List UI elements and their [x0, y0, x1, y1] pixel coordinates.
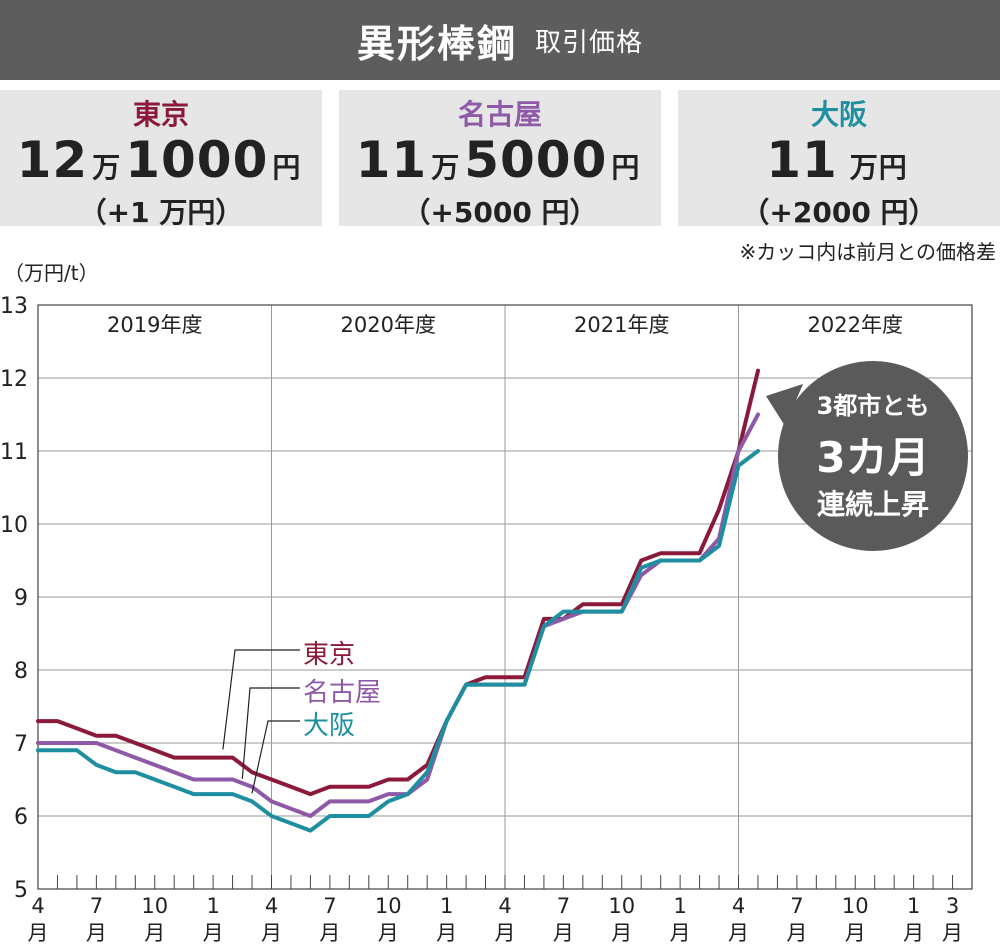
x-tick-label: 4: [31, 894, 44, 918]
x-tick-label: 4: [498, 894, 511, 918]
price-diff: （+5000 円）: [402, 196, 598, 229]
series-line: [36, 449, 760, 833]
x-tick-label: 10: [842, 894, 869, 918]
y-tick-label: 7: [14, 732, 28, 757]
price-value: 12 万1000 円: [0, 134, 322, 194]
annotation-bubble: [778, 361, 968, 551]
x-tick-unit: 月: [786, 921, 807, 945]
x-tick-label: 7: [557, 894, 570, 918]
price-unit: 万円: [849, 151, 908, 184]
price-box-nagoya: 名古屋 11 万5000 円 （+5000 円）: [339, 90, 661, 229]
x-tick-label: 4: [732, 894, 745, 918]
y-tick-label: 12: [0, 367, 28, 392]
x-tick-unit: 月: [261, 921, 282, 945]
series-label: 大阪: [303, 711, 355, 741]
y-tick-label: 10: [0, 513, 28, 538]
price-diff: （+2000 円）: [741, 196, 937, 229]
x-tick-label: 4: [265, 894, 278, 918]
x-tick-unit: 月: [670, 921, 691, 945]
price-diff: （+1 万円）: [78, 196, 244, 229]
price-value: 11 万5000 円: [339, 134, 661, 194]
series-label: 東京: [303, 640, 355, 670]
annotation-line2: 3カ月: [816, 433, 929, 482]
x-tick-unit: 月: [319, 921, 340, 945]
price-main: 11: [766, 131, 838, 189]
x-tick-unit: 月: [86, 921, 107, 945]
price-box-osaka: 大阪 11 万円 （+2000 円）: [678, 90, 1000, 229]
y-tick-label: 5: [14, 878, 28, 903]
annotation-pointer: [766, 384, 803, 426]
x-tick-label: 10: [608, 894, 635, 918]
x-tick-unit: 月: [611, 921, 632, 945]
price-box-tokyo: 東京 12 万1000 円 （+1 万円）: [0, 90, 322, 229]
y-axis-label: （万円/t）: [4, 261, 99, 285]
series-leader-line: [251, 720, 300, 794]
price-main: 11: [355, 131, 428, 189]
annotation-line3: 連続上昇: [817, 488, 929, 521]
series-leader-line: [222, 649, 300, 750]
x-tick-label: 10: [375, 894, 402, 918]
x-tick-unit: 月: [203, 921, 224, 945]
x-tick-label: 1: [673, 894, 686, 918]
x-tick-label: 1: [206, 894, 219, 918]
fiscal-year-label: 2019年度: [107, 313, 202, 337]
annotation-line1: 3都市とも: [817, 392, 930, 420]
chart-subtitle: 取引価格: [535, 27, 644, 58]
x-tick-label: 7: [323, 894, 336, 918]
x-tick-label: 1: [907, 894, 920, 918]
price-rest: 1000: [125, 131, 269, 189]
price-city: 大阪: [810, 98, 867, 131]
series-line: [36, 368, 760, 797]
price-note: ※カッコ内は前月との価格差: [739, 240, 996, 264]
fiscal-year-label: 2021年度: [574, 313, 669, 337]
x-tick-label: 7: [90, 894, 103, 918]
x-tick-unit: 月: [28, 921, 49, 945]
chart-title: 異形棒鋼: [356, 21, 517, 66]
x-tick-label: 10: [141, 894, 168, 918]
price-city: 名古屋: [457, 98, 542, 131]
y-tick-label: 13: [0, 294, 28, 319]
series-line: [36, 412, 760, 818]
x-tick-unit: 月: [845, 921, 866, 945]
price-unit: 万: [431, 151, 461, 184]
fiscal-year-label: 2022年度: [808, 313, 903, 337]
fiscal-year-label: 2020年度: [341, 313, 436, 337]
x-tick-unit: 月: [144, 921, 165, 945]
series-leader-line: [241, 687, 300, 779]
x-tick-unit: 月: [436, 921, 457, 945]
y-tick-label: 6: [14, 805, 28, 830]
x-tick-unit: 月: [553, 921, 574, 945]
price-unit: 円: [272, 151, 302, 184]
x-tick-unit: 月: [728, 921, 749, 945]
x-tick-label: 7: [790, 894, 803, 918]
price-main: 12: [16, 131, 89, 189]
price-value: 11 万円: [678, 134, 1000, 194]
price-rest: 5000: [464, 131, 608, 189]
title-bar: 異形棒鋼 取引価格: [0, 0, 1000, 80]
y-tick-label: 8: [14, 659, 28, 684]
y-tick-label: 9: [14, 586, 28, 611]
x-tick-label: 1: [440, 894, 453, 918]
series-label: 名古屋: [303, 678, 381, 708]
price-unit: 万: [92, 151, 122, 184]
price-unit: 円: [611, 151, 641, 184]
x-tick-unit: 月: [378, 921, 399, 945]
y-tick-label: 11: [0, 440, 28, 465]
x-tick-unit: 月: [903, 921, 924, 945]
x-tick-unit: 月: [495, 921, 516, 945]
x-tick-unit: 月: [942, 921, 963, 945]
price-city: 東京: [132, 98, 189, 131]
x-tick-label: 3: [946, 894, 959, 918]
